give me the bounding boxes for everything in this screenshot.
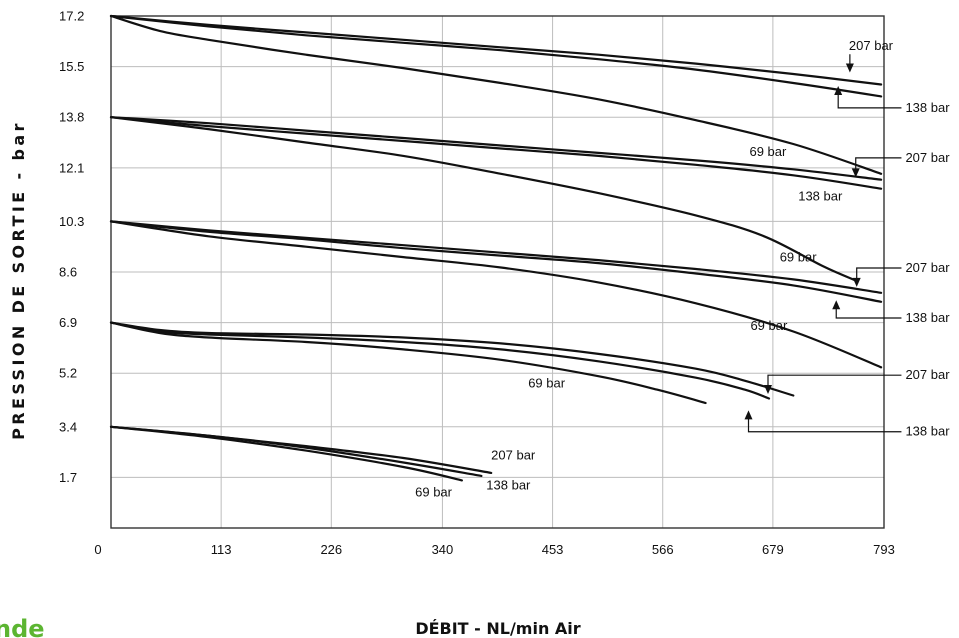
annotation-label: 207 bar	[905, 260, 950, 275]
annotation-arrowhead	[852, 277, 861, 287]
x-tick-label: 679	[762, 542, 784, 557]
annotation-leader	[835, 306, 902, 319]
tick-labels: 0 113 226 340 453 566 679 793 1.7 3.4 5.2 6.9 8.6 10.…	[59, 9, 895, 558]
curve-138-bar-13_8	[109, 116, 883, 190]
annotation-arrowhead	[845, 63, 854, 73]
annotation-label: 207 bar	[491, 448, 536, 463]
y-tick-label: 10.3	[59, 214, 84, 229]
y-tick-label: 3.4	[59, 419, 77, 434]
annotation-label: 69 bar	[750, 318, 788, 333]
plot-frame	[110, 15, 885, 529]
x-tick-label: 113	[211, 542, 232, 557]
y-axis-label: PRESSION DE SORTIE - bar	[9, 120, 28, 440]
annotation-leader	[747, 416, 902, 433]
x-axis-label: DÉBIT - NL/min Air	[415, 619, 580, 638]
y-tick-label: 8.6	[59, 265, 77, 280]
curve-69-bar-3_4	[109, 425, 463, 482]
annotation-label: 138 bar	[905, 424, 950, 439]
annotation-label: 138 bar	[905, 100, 950, 115]
annotation-label: 69 bar	[780, 250, 818, 265]
x-tick-label: 566	[652, 542, 674, 557]
x-tick-label: 453	[542, 542, 564, 557]
curve-69-bar-17_2	[109, 14, 883, 175]
annotation-label: 69 bar	[528, 375, 566, 390]
curve-69-bar-13_8	[109, 116, 858, 282]
annotation-leader	[837, 91, 902, 109]
annotation-label: 207 bar	[905, 367, 950, 382]
annotation-arrowhead	[851, 168, 860, 178]
y-tick-label: 17.2	[59, 9, 84, 24]
y-tick-label: 13.8	[59, 110, 84, 125]
y-tick-label: 5.2	[59, 366, 77, 381]
annotation-leader	[856, 267, 902, 281]
x-tick-label: 793	[873, 542, 895, 557]
x-tick-label: 226	[320, 542, 342, 557]
annotation-label: 138 bar	[798, 189, 843, 204]
curves	[109, 14, 883, 482]
annotation-arrowhead	[764, 385, 773, 395]
curve-207-bar-6_9	[109, 321, 795, 397]
curve-138-bar-6_9	[109, 321, 771, 400]
annotation-label: 138 bar	[905, 310, 950, 325]
annotation-label: 138 bar	[486, 477, 531, 492]
curve-69-bar-6_9	[109, 321, 707, 405]
annotation-leader	[767, 374, 902, 389]
annotation-label: 207 bar	[905, 150, 950, 165]
annotation-arrowhead	[834, 85, 843, 95]
annotation-arrowhead	[744, 410, 753, 420]
x-tick-label: 0	[94, 542, 101, 557]
y-tick-label: 15.5	[59, 59, 84, 74]
curve-138-bar-10_3	[109, 220, 883, 303]
curve-207-bar-17_2	[109, 14, 883, 86]
annotation-label: 207 bar	[849, 38, 894, 53]
curve-138-bar-17_2	[109, 14, 883, 98]
brand-logo-fragment: nde	[0, 615, 45, 638]
grid	[111, 16, 884, 528]
annotation-label: 69 bar	[749, 144, 787, 159]
annotation-leader	[855, 157, 902, 172]
annotation-label: 69 bar	[415, 485, 453, 500]
curve-207-bar-13_8	[109, 116, 883, 181]
curve-207-bar-10_3	[109, 220, 883, 294]
y-tick-label: 6.9	[59, 315, 77, 330]
y-tick-label: 1.7	[59, 470, 77, 485]
annotations: 207 bar 138 bar 69 bar 207 bar 138 bar 69 bar…	[415, 38, 950, 500]
y-tick-label: 12.1	[59, 160, 84, 175]
x-tick-label: 340	[432, 542, 454, 557]
curve-69-bar-10_3	[109, 220, 883, 369]
curve-138-bar-3_4	[109, 425, 483, 477]
annotation-arrowhead	[832, 300, 841, 310]
